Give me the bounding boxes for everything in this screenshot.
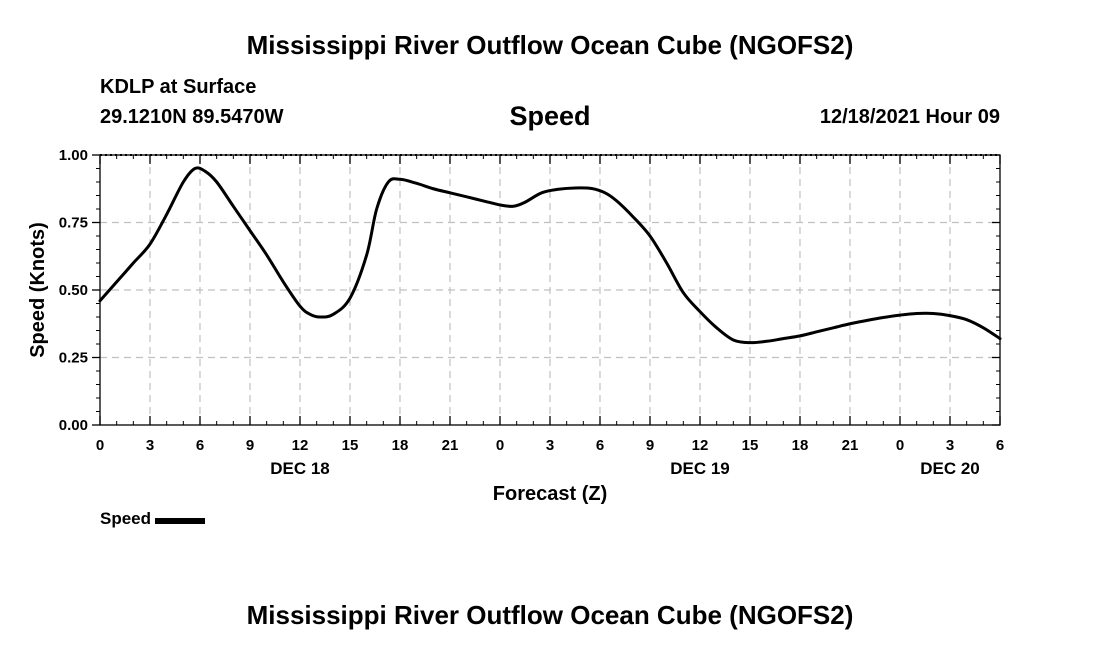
y-tick-label: 0.00 bbox=[59, 417, 88, 434]
x-tick-label: 0 bbox=[896, 437, 904, 454]
x-tick-labels: 0 3 6 9 12 15 18 21 0 3 6 9 12 15 18 21 0 3 6 bbox=[96, 437, 1004, 454]
legend: Speed bbox=[100, 509, 206, 529]
x-tick-label: 3 bbox=[146, 437, 154, 454]
x-axis-title: Forecast (Z) bbox=[493, 483, 607, 505]
x-tick-label: 18 bbox=[392, 437, 409, 454]
x-tick-label: 9 bbox=[246, 437, 254, 454]
x-tick-label: 21 bbox=[442, 437, 459, 454]
page-title: Mississippi River Outflow Ocean Cube (NG… bbox=[246, 30, 854, 60]
y-tick-label: 0.50 bbox=[59, 282, 88, 299]
x-tick-label: 12 bbox=[692, 437, 709, 454]
x-tick-label: 15 bbox=[342, 437, 359, 454]
x-tick-label: 6 bbox=[596, 437, 604, 454]
y-tick-label: 1.00 bbox=[59, 147, 88, 164]
x-tick-label: 6 bbox=[996, 437, 1004, 454]
x-tick-label: 15 bbox=[742, 437, 759, 454]
date-labels: DEC 18 DEC 19 DEC 20 bbox=[270, 459, 980, 478]
speed-chart: 0.00 0.25 0.50 0.75 1.00 0 3 6 9 12 15 18 21 0 3 6 9 12 1… bbox=[27, 147, 1004, 505]
grid-lines bbox=[100, 155, 1000, 425]
legend-label: Speed bbox=[100, 509, 152, 528]
footer-title: Mississippi River Outflow Ocean Cube (NG… bbox=[246, 600, 854, 630]
date-label: DEC 19 bbox=[670, 459, 730, 478]
forecast-timestamp: 12/18/2021 Hour 09 bbox=[819, 106, 1000, 128]
x-tick-label: 3 bbox=[946, 437, 954, 454]
x-tick-label: 3 bbox=[546, 437, 554, 454]
station-label: KDLP at Surface bbox=[100, 76, 257, 98]
y-tick-label: 0.25 bbox=[59, 350, 88, 367]
x-tick-label: 12 bbox=[292, 437, 309, 454]
legend-swatch bbox=[155, 518, 206, 524]
x-tick-label: 6 bbox=[196, 437, 204, 454]
y-tick-labels: 0.00 0.25 0.50 0.75 1.00 bbox=[59, 147, 88, 434]
x-tick-label: 0 bbox=[96, 437, 104, 454]
y-axis-title: Speed (Knots) bbox=[27, 222, 49, 358]
x-tick-label: 18 bbox=[792, 437, 809, 454]
x-tick-label: 9 bbox=[646, 437, 654, 454]
station-coordinates: 29.1210N 89.5470W bbox=[100, 106, 284, 128]
x-tick-label: 21 bbox=[842, 437, 859, 454]
x-tick-label: 0 bbox=[496, 437, 504, 454]
date-label: DEC 18 bbox=[270, 459, 330, 478]
chart-title: Speed bbox=[509, 101, 591, 131]
date-label: DEC 20 bbox=[920, 459, 980, 478]
y-tick-label: 0.75 bbox=[59, 215, 88, 232]
speed-series-line bbox=[98, 166, 1002, 345]
axis-ticks bbox=[92, 154, 1001, 426]
